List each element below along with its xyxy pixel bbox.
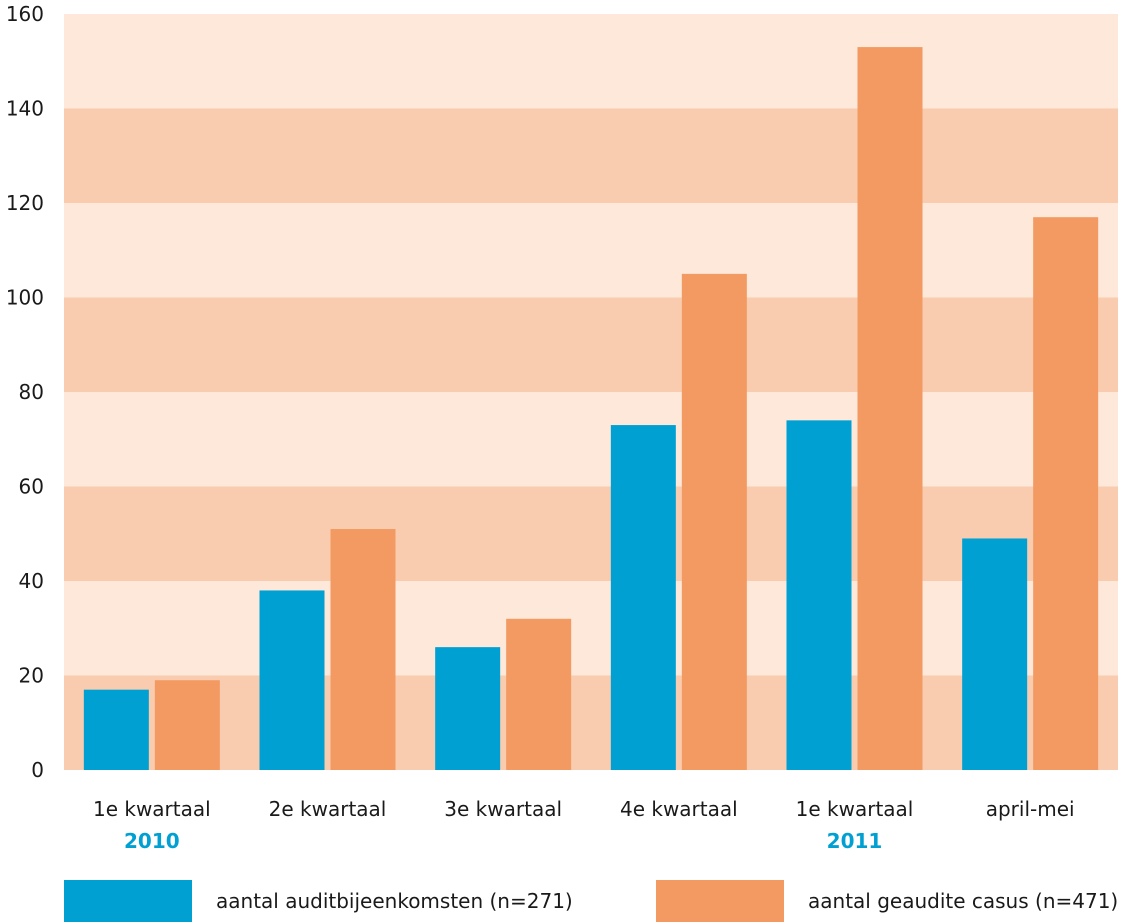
legend-swatch-orange (656, 880, 784, 922)
y-tick-label: 160 (6, 2, 44, 26)
bar-geaudite-casus (681, 273, 747, 770)
bar-auditbijeenkomsten (962, 538, 1028, 770)
y-tick-label: 140 (6, 97, 44, 121)
legend-item-auditbijeenkomsten: aantal auditbijeenkomsten (n=271) (64, 880, 573, 922)
background-band (64, 675, 1118, 770)
background-band (64, 486, 1118, 581)
legend-label: aantal auditbijeenkomsten (n=271) (216, 889, 573, 913)
background-band (64, 14, 1118, 109)
legend-label: aantal geaudite casus (n=471) (808, 889, 1119, 913)
x-category-label: 4e kwartaal (620, 797, 738, 821)
background-band (64, 203, 1118, 298)
y-tick-label: 20 (19, 664, 44, 688)
bar-auditbijeenkomsten (83, 689, 149, 770)
y-tick-label: 60 (19, 475, 44, 499)
x-category-label: 1e kwartaal (93, 797, 211, 821)
bar-auditbijeenkomsten (610, 425, 676, 770)
bar-geaudite-casus (330, 529, 396, 770)
y-tick-label: 40 (19, 569, 44, 593)
background-band (64, 108, 1118, 203)
bar-auditbijeenkomsten (786, 420, 852, 770)
background-band (64, 392, 1118, 487)
bars (83, 47, 1099, 771)
y-tick-label: 100 (6, 286, 44, 310)
bar-geaudite-casus (1033, 217, 1099, 771)
bar-geaudite-casus (857, 47, 923, 770)
y-axis-ticks: 0 20 40 60 80 100 120 140 160 (6, 2, 44, 782)
x-year-label: 2010 (124, 829, 180, 853)
y-tick-label: 120 (6, 191, 44, 215)
x-axis-labels: 1e kwartaal 2010 2e kwartaal 3e kwartaal 4e … (93, 797, 1075, 853)
bar-auditbijeenkomsten (435, 647, 501, 770)
background-band (64, 297, 1118, 392)
bar-geaudite-casus (154, 680, 220, 770)
background-band (64, 581, 1118, 676)
y-tick-label: 0 (31, 758, 44, 782)
x-year-label: 2011 (827, 829, 883, 853)
legend-item-geaudite-casus: aantal geaudite casus (n=471) (656, 880, 1118, 922)
y-tick-label: 80 (19, 380, 44, 404)
x-category-label: april-mei (986, 797, 1075, 821)
bar-geaudite-casus (506, 618, 572, 770)
background-bands (64, 14, 1118, 770)
x-category-label: 2e kwartaal (269, 797, 387, 821)
x-category-label: 1e kwartaal (796, 797, 914, 821)
legend-swatch-blue (64, 880, 192, 922)
bar-auditbijeenkomsten (259, 590, 325, 770)
x-category-label: 3e kwartaal (444, 797, 562, 821)
